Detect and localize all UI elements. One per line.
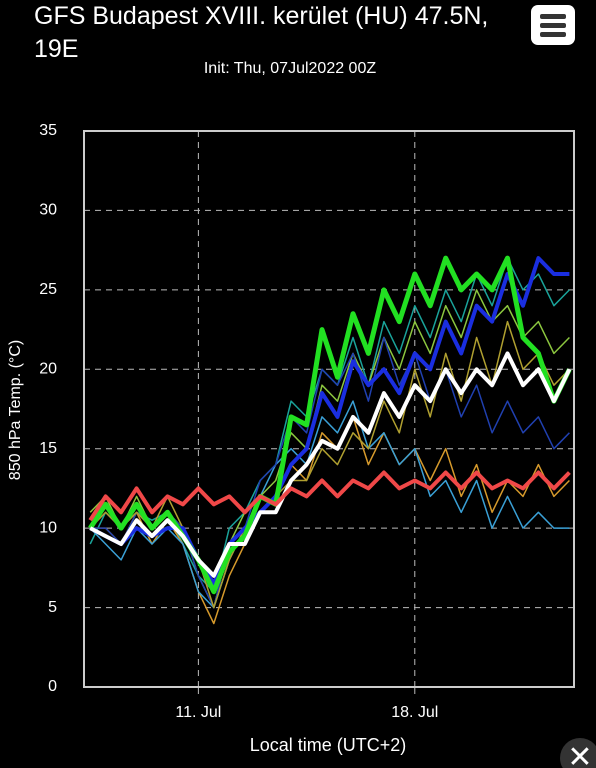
plot-frame xyxy=(83,130,575,688)
series-line xyxy=(89,320,570,609)
x-tick-label: 11. Jul xyxy=(175,704,221,721)
chart-subtitle: Init: Thu, 07Jul2022 00Z xyxy=(204,60,376,77)
series-line xyxy=(89,400,570,609)
chart-title: GFS Budapest XVIII. kerület (HU) 47.5N, … xyxy=(34,2,489,63)
y-tick-label: 25 xyxy=(39,281,57,298)
y-tick-label: 30 xyxy=(39,202,57,219)
series-line xyxy=(89,351,572,578)
y-tick-label: 35 xyxy=(39,122,57,139)
x-tick-label: 18. Jul xyxy=(391,704,438,721)
y-tick-label: 15 xyxy=(39,440,57,457)
menu-button[interactable] xyxy=(531,5,575,45)
series-line xyxy=(88,255,572,595)
y-tick-label: 20 xyxy=(39,361,57,378)
close-button[interactable]: ✕ xyxy=(560,738,596,768)
y-tick-label: 0 xyxy=(48,678,57,695)
y-axis-label: 850 hPa Temp. (°C) xyxy=(7,340,24,480)
series-line xyxy=(88,470,571,522)
y-tick-label: 10 xyxy=(39,519,57,536)
y-tick-label: 5 xyxy=(48,599,57,616)
x-axis-label: Local time (UTC+2) xyxy=(250,735,407,755)
series-line xyxy=(89,256,570,586)
